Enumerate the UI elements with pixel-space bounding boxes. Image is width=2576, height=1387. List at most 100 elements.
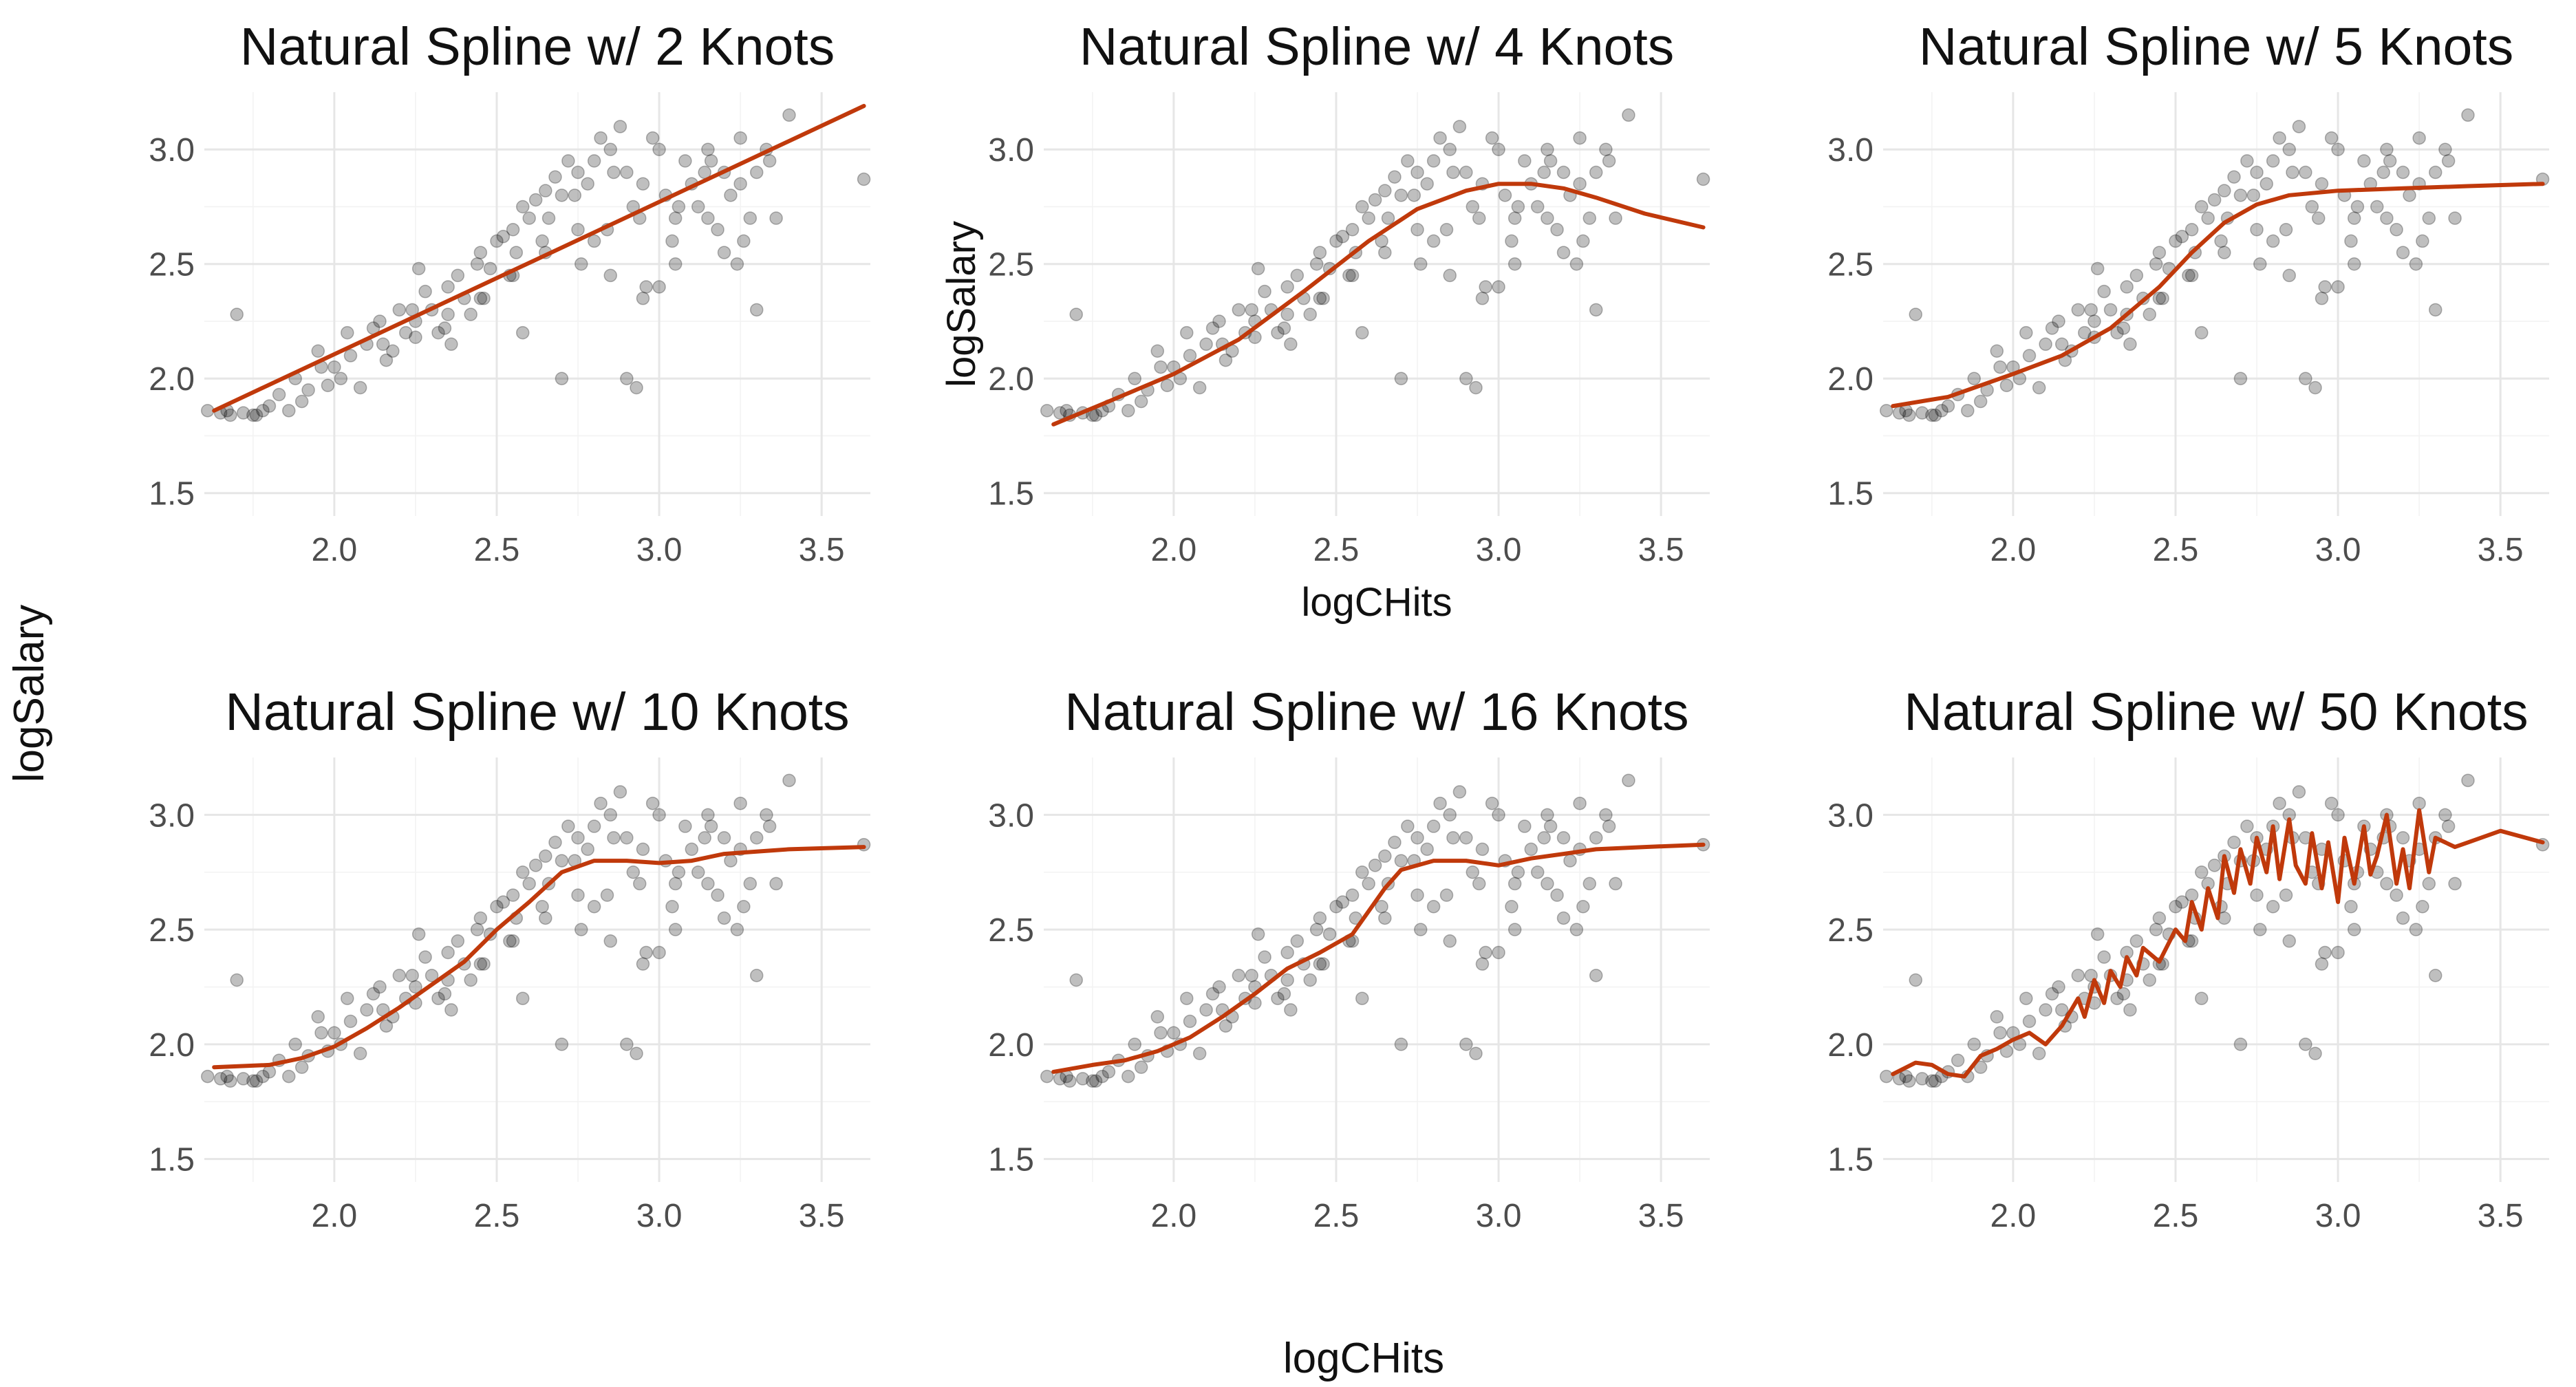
data-point — [1378, 849, 1392, 863]
data-point — [1993, 1026, 2007, 1040]
data-point — [2315, 957, 2329, 971]
data-point — [2441, 154, 2456, 168]
data-point — [236, 406, 250, 420]
data-point — [668, 877, 683, 891]
data-point — [405, 969, 419, 982]
data-point — [743, 877, 758, 891]
data-point — [1232, 969, 1246, 982]
data-point — [1505, 234, 1518, 248]
data-point — [2195, 325, 2209, 340]
panel-title: Natural Spline w/ 4 Knots — [1080, 17, 1675, 76]
data-point — [1378, 184, 1392, 197]
data-point — [571, 888, 585, 902]
data-point — [1573, 131, 1587, 145]
data-point — [1316, 957, 1330, 971]
data-point — [782, 108, 796, 122]
data-point — [1622, 773, 1635, 788]
data-point — [2039, 337, 2052, 352]
data-point — [1342, 268, 1356, 283]
data-point — [668, 257, 683, 271]
data-point — [451, 268, 465, 283]
data-point — [2292, 785, 2306, 799]
data-point — [2032, 380, 2046, 395]
data-point — [1446, 830, 1460, 845]
data-point — [1433, 796, 1447, 810]
data-point — [2152, 911, 2167, 925]
data-point — [1466, 865, 1480, 879]
y-tick-label: 3.0 — [1827, 797, 1874, 834]
data-point — [294, 1060, 309, 1074]
data-point — [2195, 200, 2209, 214]
data-point — [2250, 223, 2264, 237]
y-tick-label: 3.0 — [988, 797, 1034, 834]
data-point — [516, 991, 530, 1005]
data-point — [506, 888, 520, 902]
y-tick-label: 2.0 — [1827, 1027, 1874, 1064]
panel-title: Natural Spline w/ 50 Knots — [1904, 682, 2528, 742]
data-point — [2110, 991, 2124, 1005]
data-point — [555, 372, 569, 385]
data-point — [1530, 200, 1545, 214]
data-point — [760, 808, 773, 822]
panel-title: Natural Spline w/ 10 Knots — [225, 682, 849, 742]
data-point — [2054, 337, 2069, 352]
data-point — [645, 796, 660, 810]
data-point — [1967, 372, 1981, 385]
x-tick-label: 3.5 — [799, 532, 845, 568]
data-point — [1413, 257, 1428, 271]
data-point — [353, 1046, 367, 1060]
data-point — [343, 349, 358, 363]
data-point — [2350, 200, 2365, 214]
data-point — [2019, 325, 2033, 340]
data-point — [2318, 280, 2332, 294]
data-point — [1410, 830, 1424, 845]
data-point — [2103, 303, 2118, 317]
data-point — [1413, 923, 1428, 936]
x-tick-label: 3.0 — [636, 532, 683, 568]
data-point — [1459, 830, 1473, 845]
data-point — [392, 303, 407, 317]
data-point — [1990, 344, 2004, 358]
data-point — [2227, 835, 2241, 850]
y-tick-label: 2.5 — [149, 912, 195, 949]
data-point — [1102, 1065, 1116, 1079]
data-point — [1541, 808, 1554, 822]
data-point — [2246, 189, 2261, 202]
data-point — [2324, 131, 2339, 145]
data-point — [2120, 280, 2134, 294]
data-point — [1271, 325, 1285, 340]
data-point — [603, 268, 617, 283]
y-tick-label: 2.0 — [149, 361, 195, 398]
x-tick-label: 2.5 — [474, 532, 520, 568]
y-tick-label: 1.5 — [988, 476, 1034, 513]
data-point — [1388, 170, 1402, 184]
data-point — [733, 131, 747, 145]
data-point — [1160, 378, 1174, 392]
data-point — [224, 408, 237, 422]
data-point — [1410, 888, 1424, 902]
data-point — [1475, 957, 1490, 971]
data-point — [568, 189, 582, 202]
data-point — [2416, 900, 2429, 914]
data-point — [2380, 211, 2394, 225]
data-point — [2299, 372, 2312, 385]
data-point — [301, 383, 315, 397]
data-point — [1696, 172, 1710, 186]
data-point — [2097, 950, 2111, 964]
data-point — [2428, 969, 2443, 982]
data-point — [399, 325, 413, 340]
data-point — [1915, 1072, 1929, 1086]
data-point — [587, 819, 601, 833]
data-point — [571, 223, 585, 237]
data-point — [1410, 223, 1424, 237]
data-point — [2054, 1003, 2069, 1017]
data-point — [1088, 1074, 1103, 1088]
data-point — [1472, 211, 1486, 225]
data-point — [1507, 923, 1522, 936]
data-point — [213, 1072, 228, 1086]
data-point — [1040, 404, 1054, 418]
data-point — [1469, 380, 1483, 395]
data-point — [1154, 1026, 1168, 1040]
data-point — [506, 223, 520, 237]
data-point — [1925, 1074, 1939, 1088]
